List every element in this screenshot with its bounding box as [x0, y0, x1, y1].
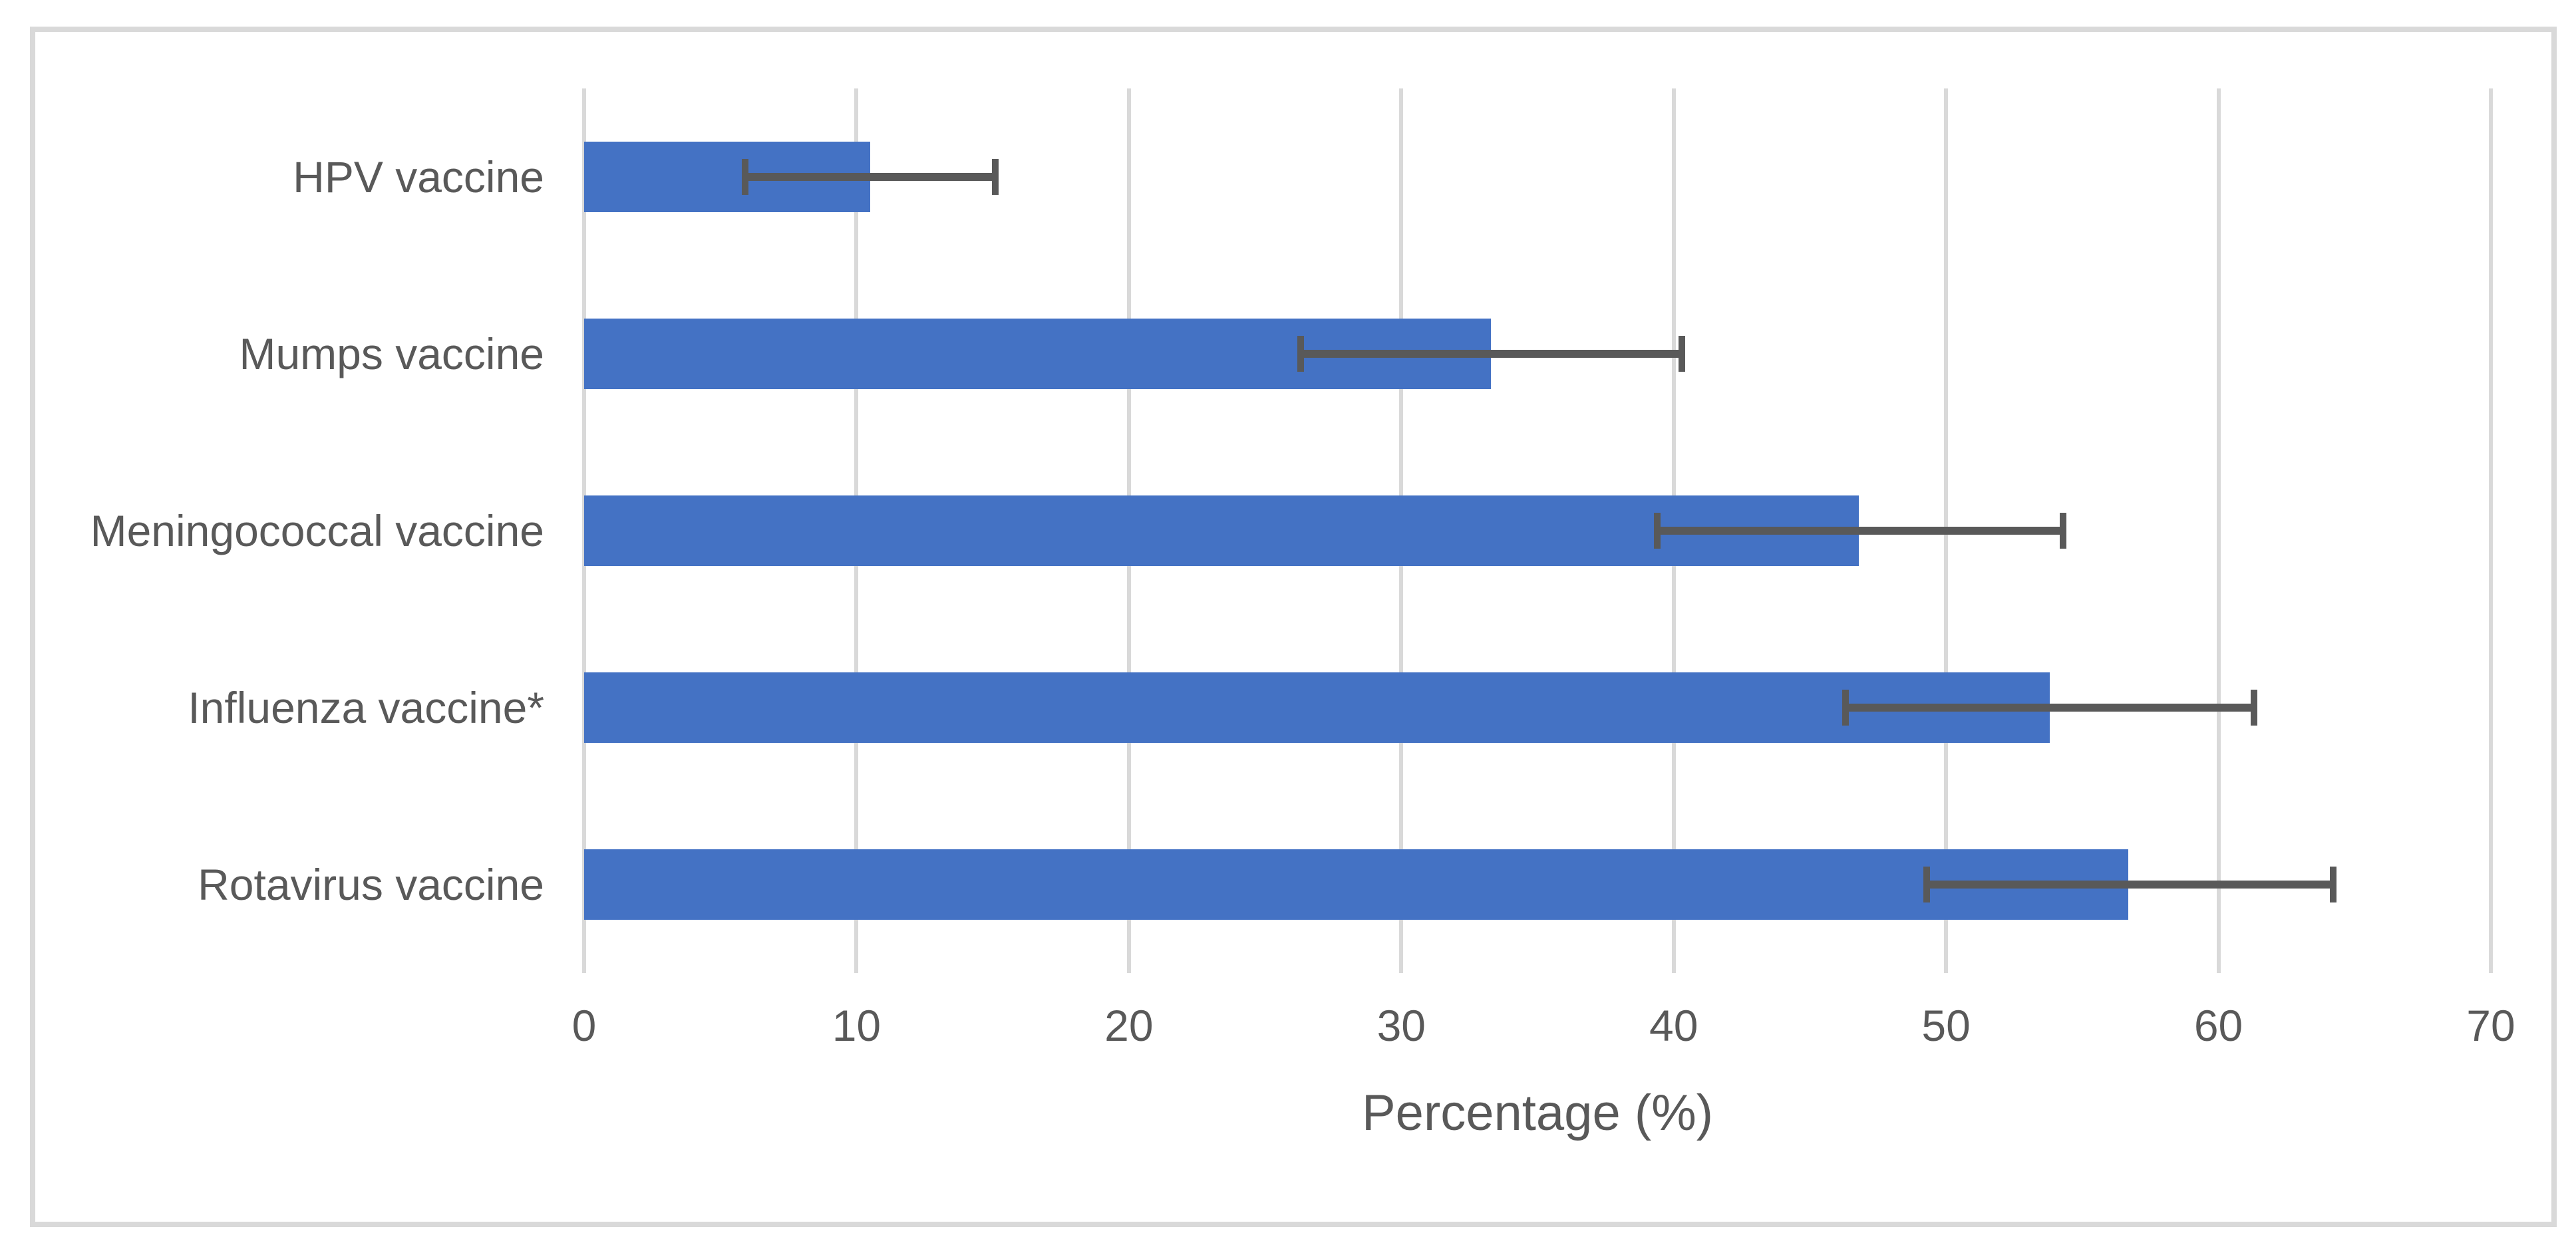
x-axis-tick-label-0: 0 [571, 1001, 597, 1050]
error-bar-mumps-vaccine [1300, 350, 1682, 358]
gridline-70 [2489, 88, 2493, 973]
error-bar-hpv-vaccine [744, 173, 996, 181]
x-axis-tick-label-70: 70 [2466, 1001, 2515, 1050]
category-label-rotavirus-vaccine: Rotavirus vaccine [198, 860, 544, 909]
error-cap-low-influenza-vaccine [1842, 690, 1849, 726]
gridline-60 [2216, 88, 2221, 973]
x-axis-title: Percentage (%) [1361, 1085, 1714, 1141]
error-cap-high-meningococcal-vaccine [2060, 513, 2067, 549]
error-cap-low-rotavirus-vaccine [1923, 867, 1931, 902]
error-cap-high-hpv-vaccine [992, 159, 999, 195]
bar-meningococcal-vaccine [584, 495, 1859, 566]
error-bar-influenza-vaccine [1845, 704, 2254, 712]
error-cap-low-hpv-vaccine [741, 159, 748, 195]
x-axis-tick-label-10: 10 [832, 1001, 882, 1050]
plot-area: 0 10 20 30 40 50 60 70 [572, 88, 2515, 1050]
category-label-influenza-vaccine: Influenza vaccine* [188, 683, 544, 732]
bar-rotavirus-vaccine [584, 849, 2129, 920]
chart-frame: HPV vaccine Mumps vaccine Meningococcal va… [30, 27, 2557, 1227]
x-axis-tick-label-40: 40 [1649, 1001, 1698, 1050]
error-bar-meningococcal-vaccine [1657, 527, 2064, 535]
error-cap-low-meningococcal-vaccine [1654, 513, 1661, 549]
category-label-hpv-vaccine: HPV vaccine [293, 152, 544, 202]
x-axis-tick-label-60: 60 [2193, 1001, 2243, 1050]
category-label-mumps-vaccine: Mumps vaccine [239, 329, 545, 378]
bar-influenza-vaccine [584, 672, 2050, 743]
category-label-meningococcal-vaccine: Meningococcal vaccine [90, 506, 544, 555]
error-cap-high-rotavirus-vaccine [2329, 867, 2336, 902]
x-axis-tick-label-50: 50 [1921, 1001, 1971, 1050]
x-axis-tick-label-20: 20 [1104, 1001, 1154, 1050]
error-bar-rotavirus-vaccine [1927, 881, 2333, 889]
x-axis-tick-label-30: 30 [1376, 1001, 1426, 1050]
error-cap-low-mumps-vaccine [1297, 336, 1304, 372]
error-cap-high-influenza-vaccine [2250, 690, 2257, 726]
error-cap-high-mumps-vaccine [1678, 336, 1685, 372]
